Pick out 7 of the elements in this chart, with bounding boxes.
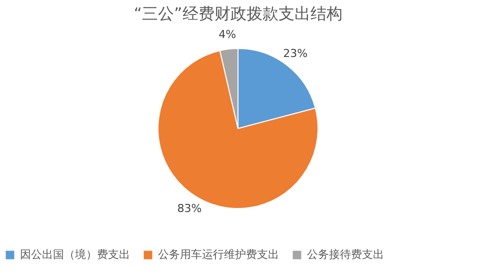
data-label: 4% [218,28,236,42]
legend-label: 公务接待费支出 [307,248,384,261]
chart-title: “三公”经费财政拨款支出结构 [134,4,342,23]
legend-label: 因公出国（境）费支出 [20,248,130,261]
data-label: 23% [283,47,308,60]
legend-label: 公务用车运行维护费支出 [158,248,279,261]
data-label: 83% [177,202,202,215]
